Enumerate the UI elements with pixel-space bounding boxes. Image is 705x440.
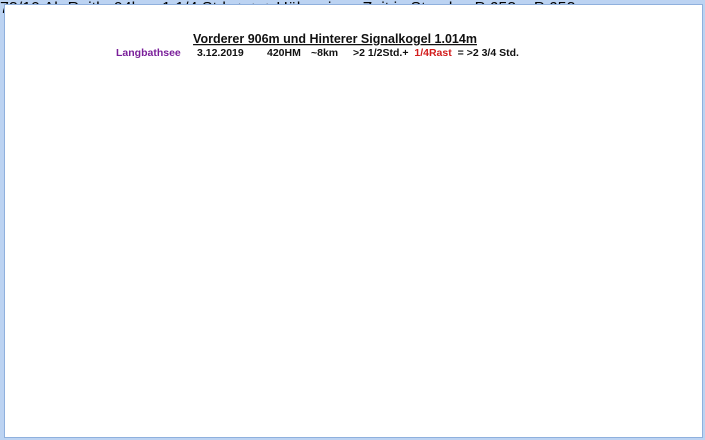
subtitle-hm: 420HM [267,47,301,59]
subtitle-place: Langbathsee [116,47,181,59]
chart-frame [4,4,703,438]
subtitle-total: = >2 3/4 Std. [458,47,519,59]
chart-title: Vorderer 906m und Hinterer Signalkogel 1… [193,32,477,46]
chart-subtitle: Langbathsee 3.12.2019 420HM ~8km >2 1/2S… [116,47,519,59]
subtitle-date: 3.12.2019 [197,47,244,59]
subtitle-km: ~8km [311,47,338,59]
subtitle-time: >2 1/2Std.+ [353,47,408,59]
subtitle-rast: 1/4Rast [414,47,452,59]
